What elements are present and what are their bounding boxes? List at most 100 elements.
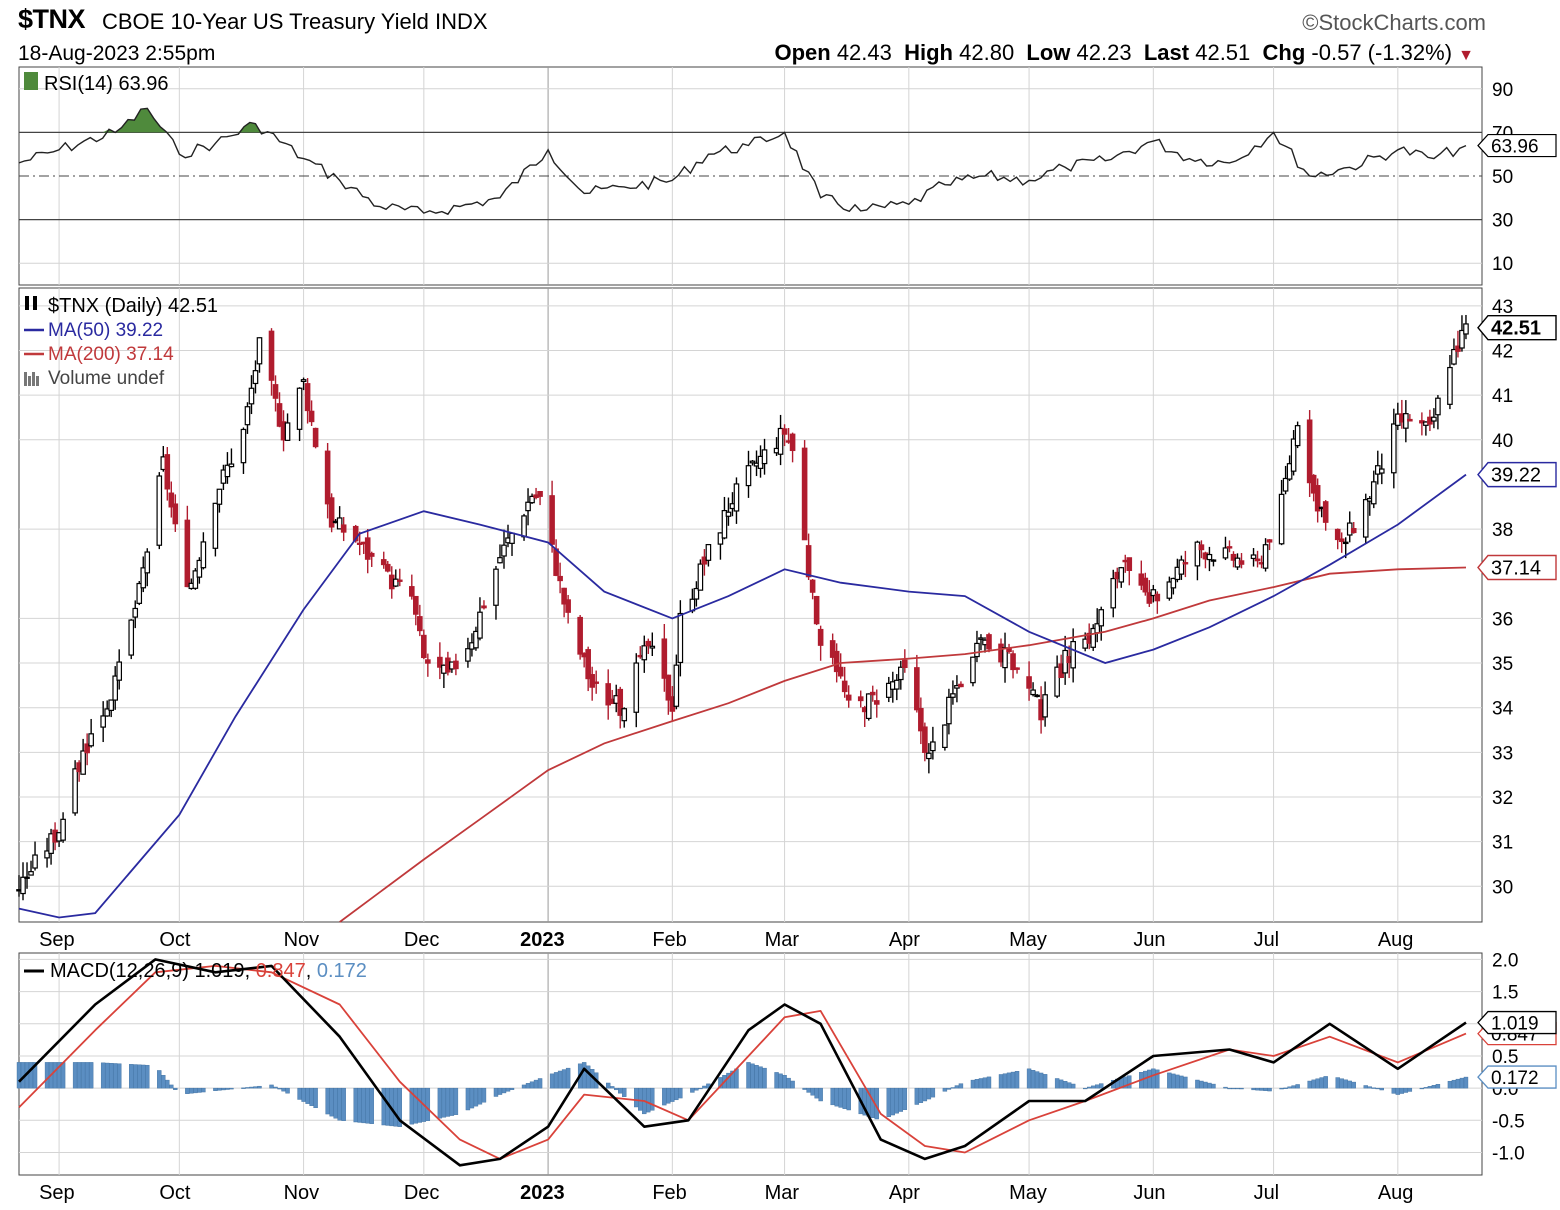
candle-body — [112, 675, 118, 701]
candle-body — [898, 666, 904, 681]
candle-body — [1178, 559, 1185, 575]
histogram-bar — [1099, 1083, 1104, 1089]
candle-body — [829, 640, 836, 658]
last-price-flag — [1477, 315, 1557, 341]
candle-body — [276, 403, 283, 427]
ma50-legend: MA(50) 39.22 — [48, 320, 163, 341]
histogram-bar — [465, 1087, 471, 1111]
candle-body — [1334, 528, 1341, 541]
candle-body — [272, 384, 279, 399]
candle-body — [212, 502, 219, 549]
brand-watermark[interactable]: ©StockCharts.com — [1302, 10, 1486, 35]
candle-body — [1350, 528, 1357, 534]
candle-body — [72, 768, 78, 814]
candle-body — [172, 503, 179, 525]
x-axis-label: Apr — [889, 929, 920, 951]
candle-body — [493, 568, 499, 606]
candle-body — [549, 495, 555, 545]
x-axis-label: Oct — [159, 929, 191, 951]
histogram-bar — [1347, 1080, 1352, 1089]
histogram-bar — [145, 1064, 150, 1089]
histogram-bar — [1006, 1072, 1012, 1089]
candle-body — [930, 741, 936, 752]
candle-body — [1250, 554, 1257, 560]
histogram-bar — [1307, 1080, 1312, 1089]
candle-body — [649, 645, 656, 649]
histogram-bar — [561, 1069, 567, 1089]
candle-body — [1455, 345, 1461, 352]
x-axis-label-bottom: Oct — [159, 1182, 191, 1204]
price-tick-label: 33 — [1492, 743, 1513, 764]
histogram-bar — [950, 1087, 956, 1089]
histogram-bar — [650, 1087, 655, 1111]
candle-body — [781, 428, 788, 435]
histogram-bar — [60, 1062, 66, 1089]
macd-tick-label: 0.5 — [1492, 1047, 1518, 1068]
candle-body — [168, 492, 175, 508]
candle-body — [986, 634, 992, 650]
candle-body — [697, 563, 704, 591]
histogram-bar — [1391, 1087, 1397, 1094]
histogram-bar — [281, 1087, 286, 1092]
candle-body — [128, 619, 135, 656]
candle-body — [841, 680, 848, 693]
x-axis-label-bottom: Jun — [1133, 1182, 1165, 1204]
candle-body — [745, 465, 752, 487]
candle-body — [1378, 468, 1385, 474]
price-tick-label: 41 — [1492, 386, 1513, 407]
candle-body — [501, 544, 507, 557]
histogram-bar — [365, 1087, 370, 1124]
candle-body — [425, 659, 431, 664]
histogram-bar — [1455, 1078, 1461, 1089]
histogram-bar — [1283, 1087, 1288, 1089]
histogram-bar — [52, 1062, 58, 1089]
candle-body — [521, 515, 527, 538]
histogram-bar — [521, 1084, 527, 1089]
x-axis-label: May — [1009, 929, 1047, 951]
ma50-value-label: 39.22 — [1491, 465, 1541, 487]
histogram-bar — [1423, 1087, 1429, 1089]
histogram-bar — [44, 1062, 50, 1089]
histogram-bar — [16, 1062, 22, 1089]
macd-value-flag — [1477, 1010, 1557, 1035]
candle-body — [509, 532, 515, 544]
candle-body — [978, 637, 984, 640]
histogram-bar — [481, 1087, 487, 1103]
candle-body — [1098, 609, 1105, 627]
histogram-bar — [1267, 1087, 1272, 1092]
histogram-bar — [137, 1064, 142, 1089]
candle-body — [902, 659, 908, 669]
histogram-bar — [32, 1062, 38, 1089]
histogram-bar — [898, 1087, 904, 1112]
x-axis-label-bottom: Feb — [652, 1182, 686, 1204]
candle-body — [240, 428, 247, 464]
histogram-bar — [493, 1087, 499, 1097]
histogram-bar — [229, 1087, 234, 1090]
candle-body — [885, 682, 892, 698]
histogram-bar — [417, 1087, 423, 1123]
symbol-description: CBOE 10-Year US Treasury Yield INDX — [102, 9, 488, 35]
histogram-bar — [201, 1087, 206, 1093]
candle-body — [593, 681, 599, 684]
histogram-bar — [806, 1087, 811, 1093]
histogram-value-flag — [1477, 1065, 1557, 1089]
candle-body — [1198, 544, 1205, 551]
candle-body — [473, 630, 479, 649]
histogram-bar — [1147, 1069, 1152, 1089]
candle-body — [1370, 481, 1377, 505]
histogram-bar — [1395, 1087, 1401, 1095]
candle-body — [200, 541, 207, 569]
candle-body — [164, 454, 171, 490]
candle-body — [184, 519, 191, 588]
candle-body — [725, 511, 732, 517]
histogram-bar — [1259, 1087, 1264, 1091]
histogram-bar — [253, 1086, 258, 1089]
histogram-bar — [189, 1087, 194, 1094]
candle-body — [1407, 418, 1413, 422]
histogram-bar — [313, 1087, 318, 1109]
candle-body — [20, 876, 26, 895]
price-legend-icon — [33, 296, 37, 310]
candle-body — [1314, 485, 1321, 512]
histogram-bar — [88, 1062, 94, 1089]
